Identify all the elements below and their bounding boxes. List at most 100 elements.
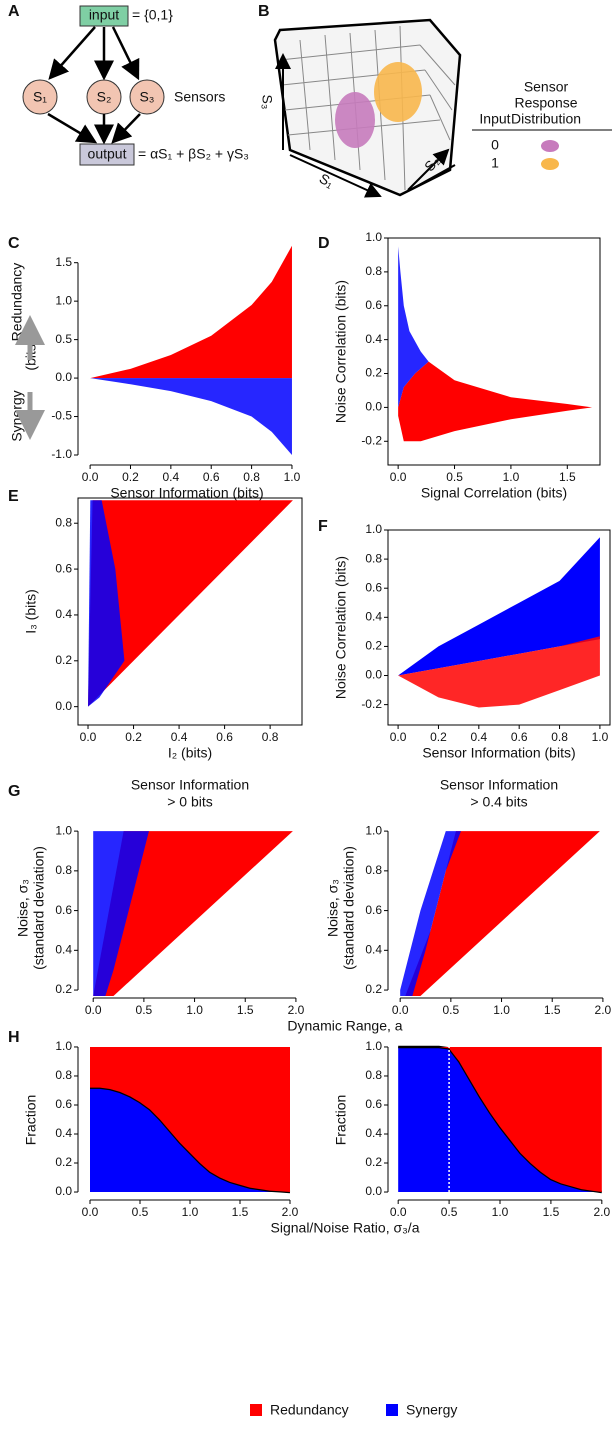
y-tick-label: 0.6 [365, 903, 382, 917]
y-tick-label: 0.4 [365, 942, 382, 956]
panel-label: A [8, 3, 20, 20]
chart-title: Sensor Information [131, 777, 249, 793]
y-tick-label: 0.6 [55, 1097, 72, 1111]
point-cloud [90, 378, 292, 455]
x-tick-label: 1.5 [544, 1003, 561, 1017]
x-tick-label: 0.0 [390, 730, 407, 744]
point-cloud [88, 500, 293, 707]
x-tick-label: 0.0 [392, 1003, 409, 1017]
y-tick-label: 0.6 [365, 1097, 382, 1111]
area [90, 1046, 290, 1193]
y-tick-label: 0.2 [55, 1155, 72, 1169]
y-tick-label: 0.4 [55, 607, 72, 621]
y-axis-label: (standard deviation) [341, 846, 357, 970]
x-tick-label: 0.8 [551, 730, 568, 744]
y-tick-label: 0.6 [55, 561, 72, 575]
x-tick-label: 1.5 [543, 1205, 560, 1219]
arrow [111, 26, 140, 81]
x-axis-label: Signal Correlation (bits) [421, 485, 567, 501]
legend-header: Sensor [524, 79, 569, 95]
axis-label: S₁ [317, 170, 337, 191]
x-tick-label: 0.6 [511, 730, 528, 744]
x-tick-label: 1.0 [182, 1205, 199, 1219]
plot-frame [77, 497, 303, 726]
x-tick-label: 2.0 [288, 1003, 305, 1017]
arrow [47, 112, 98, 144]
legend-swatch [386, 1404, 398, 1416]
panel-label: B [258, 3, 270, 20]
y-tick-label: 1.0 [365, 823, 382, 837]
y-axis-label: (standard deviation) [31, 846, 47, 970]
distribution [335, 92, 375, 148]
legend-swatch [250, 1404, 262, 1416]
point-cloud [93, 831, 293, 997]
x-axis-label: Sensor Information (bits) [422, 745, 575, 761]
plot-frame [387, 529, 611, 726]
sensor-label: S₂ [97, 89, 112, 105]
y-axis-label: Noise, σ₃ [325, 879, 341, 937]
y-tick-label: 0.5 [55, 332, 72, 346]
panel-label: G [8, 783, 20, 800]
x-axis-label: Sensor Information (bits) [110, 485, 263, 501]
x-tick-label: 1.5 [232, 1205, 249, 1219]
input-box [79, 5, 129, 27]
y-tick-label: 0.4 [55, 942, 72, 956]
x-tick-label: 0.8 [243, 470, 260, 484]
output-box [79, 143, 135, 166]
y-tick-label: 0.4 [365, 1126, 382, 1140]
y-axis-label: Fraction [23, 1095, 39, 1146]
distribution [374, 62, 422, 122]
panel-label: D [318, 235, 330, 252]
sensor-label: S₃ [139, 89, 154, 105]
boundary-line [398, 1045, 602, 1194]
axis-label: S₃ [259, 94, 275, 109]
y-tick-label: 0.2 [365, 366, 382, 380]
x-tick-label: 0.0 [390, 470, 407, 484]
y-tick-label: 0.4 [365, 609, 382, 623]
axis [409, 164, 456, 191]
y-tick-label: 0.2 [365, 639, 382, 653]
y-tick-label: 1.0 [55, 293, 72, 307]
y-tick-label: -1.0 [51, 447, 72, 461]
y-tick-label: 0.8 [365, 1068, 382, 1082]
panel-label: E [8, 488, 19, 505]
x-tick-label: 0.2 [125, 730, 142, 744]
y-axis-label: Noise, σ₃ [15, 879, 31, 937]
legend-header: Response [514, 95, 577, 111]
area [90, 1087, 290, 1193]
sensor-node [129, 79, 165, 115]
point-cloud [400, 831, 461, 997]
x-tick-label: 2.0 [595, 1003, 612, 1017]
y-tick-label: -0.2 [361, 697, 382, 711]
axis [289, 154, 382, 198]
legend-header: Distribution [511, 111, 581, 127]
x-tick-label: 0.6 [216, 730, 233, 744]
y-tick-label: 0.4 [365, 332, 382, 346]
x-tick-label: 1.0 [493, 1003, 510, 1017]
y-tick-label: -0.2 [361, 433, 382, 447]
y-tick-label: 0.0 [365, 400, 382, 414]
point-cloud [88, 500, 125, 707]
x-tick-label: 0.5 [441, 1205, 458, 1219]
x-tick-label: 0.0 [390, 1205, 407, 1219]
y-tick-label: 0.2 [365, 982, 382, 996]
y-tick-label: 0.0 [55, 1184, 72, 1198]
y-tick-label: 0.6 [365, 298, 382, 312]
y-tick-label: 1.0 [365, 522, 382, 536]
sensor-label: S₁ [33, 89, 47, 105]
arrow [48, 26, 96, 80]
y-tick-label: -0.5 [51, 409, 72, 423]
x-tick-label: 0.4 [163, 470, 180, 484]
x-tick-label: 0.6 [203, 470, 220, 484]
y-tick-label: 0.6 [365, 580, 382, 594]
point-cloud [405, 831, 600, 997]
panel-label: C [8, 235, 20, 252]
x-tick-label: 0.8 [262, 730, 279, 744]
legend-label: Redundancy [270, 1402, 349, 1418]
legend-input-value: 1 [491, 155, 499, 171]
diagram-a: input = {0,1} S₁ S₂ S₃ Sensors output = … [22, 5, 249, 166]
y-tick-label: 0.8 [55, 863, 72, 877]
x-tick-label: 1.5 [559, 470, 576, 484]
x-tick-label: 1.0 [492, 1205, 509, 1219]
y-axis-label: I₃ (bits) [23, 589, 39, 634]
